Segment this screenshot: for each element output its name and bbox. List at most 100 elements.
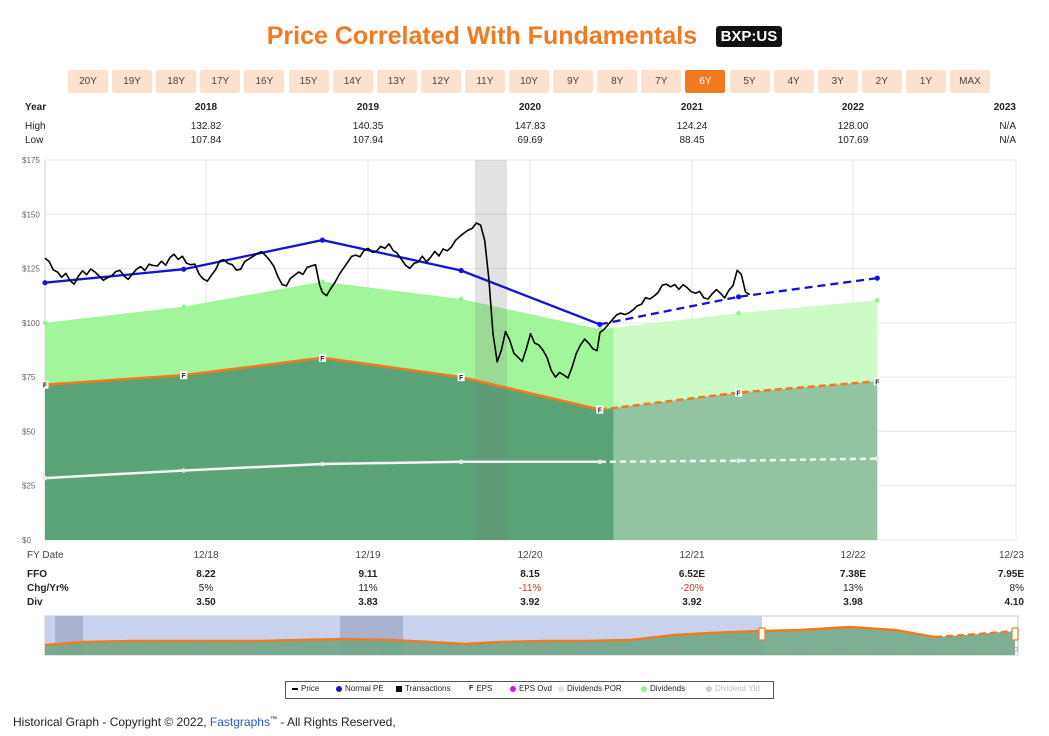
div-cell: 3.92 xyxy=(520,597,540,608)
range-button-3y[interactable]: 3Y xyxy=(817,70,858,93)
svg-text:F: F xyxy=(43,383,48,390)
navigator-right-handle[interactable] xyxy=(1011,627,1019,641)
eps-marker: F xyxy=(457,373,465,382)
dividends-point xyxy=(42,320,48,326)
range-button-max[interactable]: MAX xyxy=(950,70,990,93)
low-cell: 69.69 xyxy=(517,135,543,146)
ffo-cell: 7.95E xyxy=(997,569,1024,580)
range-button-13y[interactable]: 13Y xyxy=(376,70,417,93)
year-cell: 2021 xyxy=(680,102,704,113)
range-button-5y[interactable]: 5Y xyxy=(729,70,770,93)
ffo-cell: 8.15 xyxy=(520,569,540,580)
range-button-11y[interactable]: 11Y xyxy=(464,70,505,93)
fastgraphs-link[interactable]: Fastgraphs xyxy=(209,715,270,729)
chg-cell: 5% xyxy=(198,583,214,594)
normal-pe-point xyxy=(42,280,48,286)
chg-row-label: Chg/Yr% xyxy=(27,583,69,594)
range-button-17y[interactable]: 17Y xyxy=(200,70,241,93)
range-button-18y[interactable]: 18Y xyxy=(156,70,197,93)
price-line xyxy=(44,222,751,379)
range-button-1y[interactable]: 1Y xyxy=(905,70,946,93)
svg-text:F: F xyxy=(598,408,603,415)
range-button-9y[interactable]: 9Y xyxy=(553,70,594,93)
navigator-fy-label: FY04 xyxy=(192,647,209,654)
normal-pe-point xyxy=(319,237,326,243)
svg-text:F: F xyxy=(875,379,880,386)
range-button-4y[interactable]: 4Y xyxy=(773,70,814,93)
dividends-point xyxy=(875,297,880,303)
high-cell: 147.83 xyxy=(514,121,546,132)
range-button-19y[interactable]: 19Y xyxy=(112,70,153,93)
dot-icon xyxy=(336,685,342,692)
dividends-point xyxy=(320,279,325,284)
y-tick-label: $75 xyxy=(22,373,36,382)
svg-text:F: F xyxy=(182,373,187,380)
legend-item-transactions: Transactions xyxy=(396,684,451,693)
eps-marker: F xyxy=(735,388,743,398)
dividend-yld-point xyxy=(181,468,187,473)
chg-cell: 13% xyxy=(842,583,863,594)
div-cell: 4.10 xyxy=(1004,597,1024,608)
dividend-yld-point xyxy=(42,475,48,481)
dividends-point xyxy=(458,296,464,302)
price-dash-icon xyxy=(292,687,298,690)
navigator-fy-label: FY15 xyxy=(661,647,678,654)
range-button-8y[interactable]: 8Y xyxy=(597,70,638,93)
y-tick-label: $25 xyxy=(22,482,36,491)
range-button-12y[interactable]: 12Y xyxy=(420,70,461,93)
eps-marker: F xyxy=(180,371,188,380)
range-button-14y[interactable]: 14Y xyxy=(332,70,373,93)
normal-pe-point xyxy=(181,266,187,272)
navigator-fy-label: FY22 xyxy=(959,647,976,654)
navigator-fy-label: FY21 xyxy=(917,647,934,654)
legend-item-dividend-yld: Dividend Yld xyxy=(706,684,760,693)
navigator-chart[interactable]: FY01 FY02 FY03 FY04 FY05 FY06 FY07 FY08 FY09 FY10… xyxy=(0,610,1049,670)
navigator-fy-label: FY06 xyxy=(278,647,295,654)
range-button-2y[interactable]: 2Y xyxy=(861,70,902,93)
year-cell: 2022 xyxy=(841,102,865,113)
navigator-left-handle[interactable] xyxy=(758,627,766,641)
fy-date-row-label: FY Date xyxy=(27,550,64,561)
low-cell: 107.69 xyxy=(837,135,869,146)
ticker-badge: BXP:US xyxy=(715,26,783,47)
high-cell: N/A xyxy=(999,121,1016,132)
high-cell: 132.82 xyxy=(190,121,222,132)
navigator-fy-label: FY23 xyxy=(1002,647,1019,654)
range-button-6y[interactable]: 6Y xyxy=(685,70,726,93)
div-cell: 3.98 xyxy=(843,597,863,608)
range-button-16y[interactable]: 16Y xyxy=(244,70,285,93)
range-button-7y[interactable]: 7Y xyxy=(641,70,682,93)
year-cell: 2018 xyxy=(194,102,218,113)
range-button-10y[interactable]: 10Y xyxy=(509,70,549,93)
normal-pe-line-estimate xyxy=(599,276,878,326)
fy-date-cell: 12/18 xyxy=(193,550,219,561)
navigator-fy-label: FY13 xyxy=(576,647,593,654)
range-button-20y[interactable]: 20Y xyxy=(68,70,108,93)
navigator-fy-label: FY01 xyxy=(65,647,82,654)
legend-item-price: Price xyxy=(292,684,319,693)
f-icon: F xyxy=(469,685,474,693)
dot-icon xyxy=(706,685,712,692)
footer: Historical Graph - Copyright © 2022, Fas… xyxy=(13,715,396,729)
div-cell: 3.50 xyxy=(196,597,216,608)
legend-item-dividends-por: Dividends POR xyxy=(558,684,622,693)
normal-pe-point xyxy=(874,275,880,281)
dividends-point xyxy=(736,310,741,316)
dividend-yld-line-estimate xyxy=(599,457,878,464)
navigator-fy-label: FY18 xyxy=(789,647,806,654)
div-row-label: Div xyxy=(27,597,43,608)
ffo-cell: 8.22 xyxy=(196,569,216,580)
range-button-15y[interactable]: 15Y xyxy=(288,70,329,93)
dot-icon xyxy=(558,685,564,692)
svg-text:F: F xyxy=(736,391,741,398)
normal-pe-point xyxy=(735,294,742,300)
dividend-yld-point xyxy=(874,456,880,461)
chg-cell: -11% xyxy=(518,583,542,594)
legend-label: Price xyxy=(301,684,320,693)
navigator-fy-label: FY20 xyxy=(874,647,891,654)
dividend-yld-point xyxy=(320,461,325,467)
high-row-label: High xyxy=(25,121,46,132)
high-cell: 140.35 xyxy=(352,121,384,132)
fy-date-cell: 12/21 xyxy=(679,550,705,561)
navigator-fy-label: FY12 xyxy=(533,647,550,654)
